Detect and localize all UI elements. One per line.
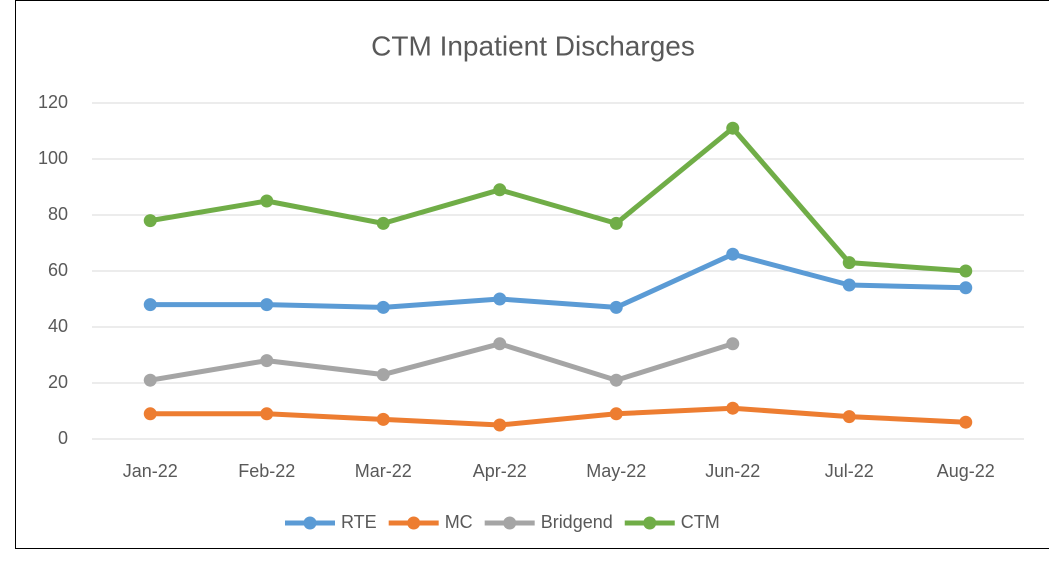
data-point <box>376 412 390 426</box>
data-point <box>143 298 157 312</box>
data-point <box>726 121 740 135</box>
series-line <box>147 125 969 274</box>
data-point <box>376 216 390 230</box>
x-tick-label: Jan-22 <box>123 461 178 481</box>
legend-marker <box>643 516 657 530</box>
data-point <box>959 281 973 295</box>
data-point <box>493 292 507 306</box>
legend-marker <box>303 516 317 530</box>
legend-label: MC <box>445 512 473 532</box>
x-tick-label: Apr-22 <box>473 461 527 481</box>
data-point <box>143 373 157 387</box>
series-line <box>147 405 969 428</box>
data-point <box>376 368 390 382</box>
data-point <box>260 407 274 421</box>
x-tick-label: Aug-22 <box>937 461 995 481</box>
y-tick-label: 40 <box>48 316 68 336</box>
data-point <box>726 401 740 415</box>
data-point <box>609 300 623 314</box>
data-point <box>493 183 507 197</box>
data-point <box>493 418 507 432</box>
legend-marker <box>503 516 517 530</box>
data-point <box>260 298 274 312</box>
data-point <box>726 247 740 261</box>
data-point <box>609 216 623 230</box>
data-point <box>143 214 157 228</box>
data-point <box>609 407 623 421</box>
data-point <box>493 337 507 351</box>
x-tick-label: Jun-22 <box>705 461 760 481</box>
data-point <box>609 373 623 387</box>
data-point <box>260 194 274 208</box>
x-tick-label: May-22 <box>586 461 646 481</box>
data-point <box>143 407 157 421</box>
data-point <box>726 337 740 351</box>
y-tick-label: 100 <box>38 148 68 168</box>
y-tick-label: 20 <box>48 372 68 392</box>
data-point <box>842 256 856 270</box>
data-point <box>842 278 856 292</box>
y-tick-label: 0 <box>58 428 68 448</box>
x-tick-label: Feb-22 <box>238 461 295 481</box>
legend-label: CTM <box>681 512 720 532</box>
chart-title: CTM Inpatient Discharges <box>371 30 695 61</box>
y-tick-label: 120 <box>38 92 68 112</box>
x-tick-label: Mar-22 <box>355 461 412 481</box>
data-point <box>260 354 274 368</box>
data-point <box>959 415 973 429</box>
legend-label: Bridgend <box>541 512 613 532</box>
data-point <box>959 264 973 278</box>
chart-frame <box>15 0 1049 549</box>
legend-marker <box>407 516 421 530</box>
data-point <box>376 300 390 314</box>
data-point <box>842 410 856 424</box>
y-tick-label: 80 <box>48 204 68 224</box>
legend-label: RTE <box>341 512 377 532</box>
series-line <box>147 251 969 310</box>
x-tick-label: Jul-22 <box>825 461 874 481</box>
y-tick-label: 60 <box>48 260 68 280</box>
series-line <box>147 341 736 383</box>
